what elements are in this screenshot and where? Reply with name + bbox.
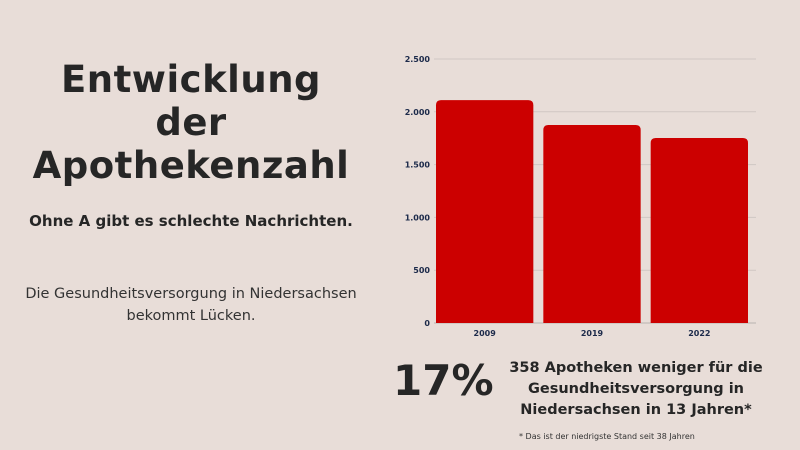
bar — [436, 100, 534, 324]
y-tick-label: 500 — [413, 266, 430, 275]
subtitle: Ohne A gibt es schlechte Nachrichten. — [29, 212, 353, 230]
stat-description-line: 358 Apotheken weniger für die — [509, 360, 763, 376]
stat-description-line: Niedersachsen in 13 Jahren* — [520, 402, 752, 418]
y-tick-label: 1.000 — [405, 213, 431, 222]
y-tick-label: 2.000 — [405, 108, 431, 117]
y-tick-label: 1.500 — [405, 161, 431, 170]
y-tick-label: 2.500 — [405, 55, 431, 64]
stat-description-line: Gesundheitsversorgung in — [527, 381, 744, 397]
body-text: Die Gesundheitsversorgung in Niedersachs… — [0, 283, 382, 327]
bar — [650, 137, 748, 323]
body-line: bekommt Lücken. — [126, 308, 256, 324]
x-tick-label: 2022 — [688, 329, 710, 338]
stat-percent: 17% — [393, 356, 494, 405]
title-line: Entwicklung — [60, 58, 322, 101]
x-tick-label: 2019 — [581, 329, 604, 338]
stat-description: 358 Apotheken weniger für die Gesundheit… — [496, 358, 776, 421]
body-line: Die Gesundheitsversorgung in Niedersachs… — [25, 286, 357, 302]
title-line: der — [155, 101, 227, 144]
page-title: Entwicklung der Apothekenzahl — [0, 58, 382, 187]
title-line: Apothekenzahl — [32, 144, 350, 187]
bar — [543, 125, 641, 323]
x-tick-label: 2009 — [474, 329, 497, 338]
footnote: * Das ist der niedrigste Stand seit 38 J… — [519, 432, 695, 441]
y-tick-label: 0 — [424, 319, 430, 328]
